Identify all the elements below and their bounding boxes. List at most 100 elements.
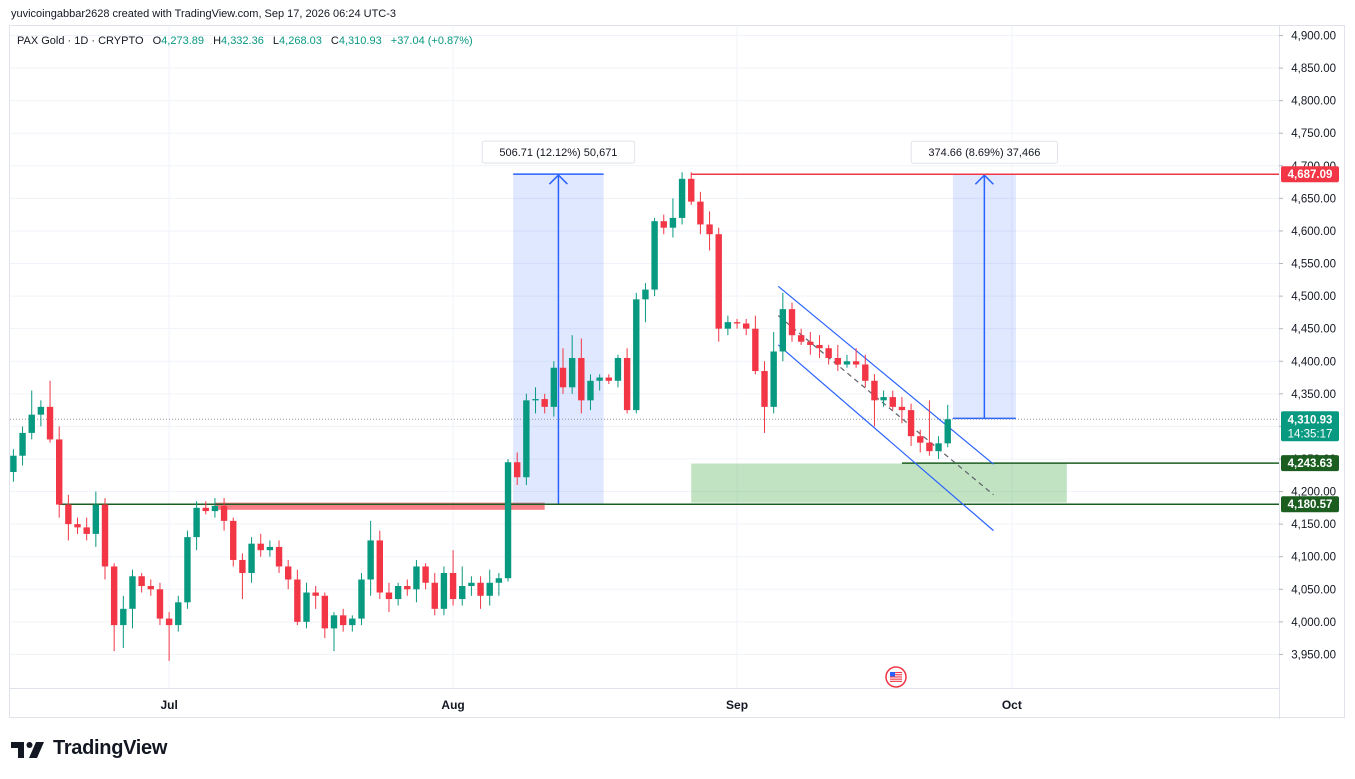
- candle[interactable]: [605, 374, 612, 385]
- candle[interactable]: [852, 348, 860, 368]
- candle[interactable]: [65, 494, 72, 541]
- candle[interactable]: [422, 563, 429, 590]
- candle[interactable]: [486, 569, 493, 606]
- candle[interactable]: [220, 498, 228, 531]
- candle[interactable]: [825, 344, 832, 365]
- candle[interactable]: [651, 217, 658, 297]
- candle[interactable]: [440, 566, 448, 616]
- candle[interactable]: [459, 566, 466, 606]
- candle[interactable]: [37, 400, 45, 427]
- candle[interactable]: [349, 615, 356, 632]
- candle[interactable]: [559, 348, 567, 394]
- candle[interactable]: [568, 335, 576, 394]
- candle[interactable]: [633, 292, 640, 414]
- candle[interactable]: [367, 520, 374, 596]
- candle[interactable]: [642, 283, 649, 323]
- candle[interactable]: [138, 572, 145, 593]
- candle[interactable]: [266, 540, 274, 557]
- candle[interactable]: [248, 537, 255, 583]
- candle[interactable]: [202, 501, 209, 515]
- candle[interactable]: [761, 361, 768, 433]
- candle[interactable]: [944, 404, 951, 448]
- candle[interactable]: [770, 331, 777, 414]
- candle[interactable]: [788, 302, 796, 342]
- candle[interactable]: [129, 569, 136, 629]
- candle[interactable]: [587, 374, 594, 411]
- candle[interactable]: [578, 338, 585, 414]
- candle[interactable]: [880, 390, 887, 407]
- candle[interactable]: [550, 361, 558, 417]
- candle[interactable]: [724, 315, 732, 336]
- candle[interactable]: [532, 387, 539, 414]
- candle[interactable]: [358, 572, 365, 626]
- candle[interactable]: [321, 592, 329, 639]
- candle[interactable]: [156, 582, 164, 626]
- candle[interactable]: [862, 354, 869, 388]
- candle[interactable]: [504, 458, 512, 582]
- candle[interactable]: [935, 436, 942, 459]
- candle[interactable]: [339, 608, 347, 632]
- candle[interactable]: [614, 354, 622, 388]
- candle[interactable]: [807, 331, 814, 355]
- candle[interactable]: [404, 579, 411, 596]
- candle[interactable]: [697, 191, 704, 235]
- candle[interactable]: [275, 540, 283, 573]
- candle[interactable]: [257, 533, 264, 557]
- candle[interactable]: [101, 498, 109, 580]
- candle[interactable]: [211, 498, 219, 518]
- candle[interactable]: [541, 393, 548, 414]
- measure-tool[interactable]: 374.66 (8.69%) 37,466: [910, 140, 1058, 420]
- candle[interactable]: [184, 530, 191, 609]
- candle[interactable]: [376, 530, 383, 600]
- candle[interactable]: [468, 576, 475, 596]
- candle[interactable]: [147, 579, 154, 596]
- candle[interactable]: [230, 517, 237, 567]
- candle[interactable]: [46, 380, 54, 443]
- candle[interactable]: [239, 553, 246, 600]
- candle[interactable]: [385, 582, 393, 613]
- candle[interactable]: [92, 491, 100, 547]
- candle[interactable]: [743, 318, 750, 336]
- candle[interactable]: [843, 354, 851, 368]
- candle[interactable]: [477, 576, 484, 609]
- descending-channel[interactable]: [777, 285, 994, 532]
- candle[interactable]: [10, 449, 17, 482]
- candle[interactable]: [495, 572, 503, 596]
- candle[interactable]: [907, 403, 915, 446]
- candle[interactable]: [514, 452, 521, 486]
- candle[interactable]: [523, 393, 530, 486]
- candle[interactable]: [330, 612, 338, 652]
- us-flag-event-icon[interactable]: [885, 666, 907, 688]
- candle[interactable]: [193, 501, 200, 551]
- candle[interactable]: [752, 315, 759, 375]
- candle[interactable]: [294, 569, 301, 626]
- candle[interactable]: [312, 586, 319, 609]
- candle[interactable]: [394, 582, 402, 606]
- candle[interactable]: [797, 328, 805, 345]
- candle[interactable]: [28, 390, 35, 440]
- candle[interactable]: [449, 550, 457, 606]
- candle[interactable]: [56, 426, 63, 518]
- candle[interactable]: [834, 344, 841, 372]
- candle[interactable]: [871, 374, 878, 427]
- candle[interactable]: [706, 211, 713, 251]
- symbol-name[interactable]: PAX Gold · 1D · CRYPTO: [17, 35, 144, 47]
- candle[interactable]: [779, 292, 787, 362]
- candle[interactable]: [596, 374, 603, 391]
- candle[interactable]: [889, 390, 896, 411]
- candle[interactable]: [120, 595, 127, 648]
- candle[interactable]: [688, 172, 695, 205]
- candle[interactable]: [623, 348, 631, 414]
- candle[interactable]: [74, 517, 81, 534]
- candle[interactable]: [917, 429, 924, 453]
- candle[interactable]: [926, 400, 933, 456]
- candle[interactable]: [733, 318, 741, 329]
- candle[interactable]: [165, 612, 173, 661]
- candle[interactable]: [898, 397, 906, 424]
- candle[interactable]: [669, 198, 677, 238]
- candle[interactable]: [83, 517, 90, 541]
- candle[interactable]: [19, 426, 26, 466]
- candle[interactable]: [303, 582, 310, 629]
- measure-tool[interactable]: 506.71 (12.12%) 50,671: [481, 140, 636, 505]
